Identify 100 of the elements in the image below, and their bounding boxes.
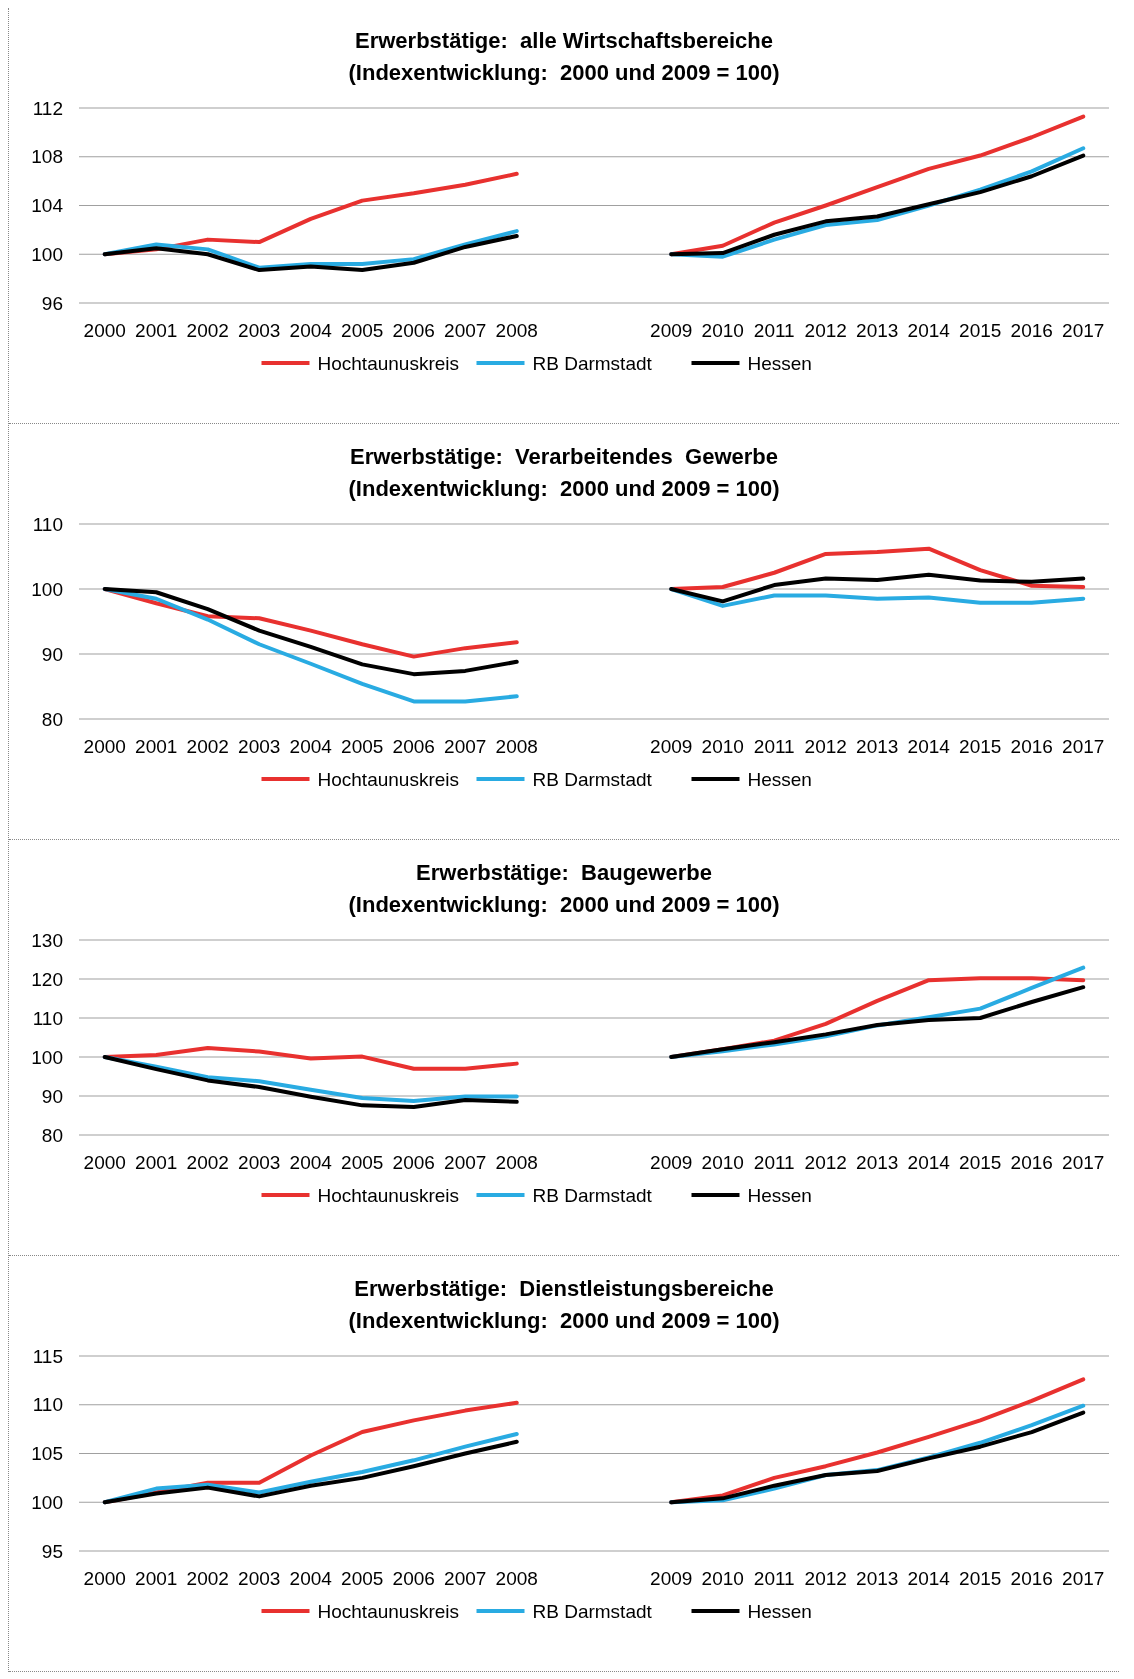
chart-subtitle: (Indexentwicklung: 2000 und 2009 = 100) (348, 892, 780, 917)
x-tick-label: 2016 (1010, 1568, 1053, 1589)
x-tick-label: 2005 (341, 320, 384, 341)
chart-subtitle: (Indexentwicklung: 2000 und 2009 = 100) (348, 476, 780, 501)
x-tick-label: 2010 (701, 1568, 744, 1589)
chart-title: Erwerbstätige: Dienstleistungsbereiche (354, 1276, 774, 1301)
chart-title: Erwerbstätige: Baugewerbe (416, 860, 712, 885)
x-tick-label: 2005 (341, 736, 384, 757)
x-tick-label: 2006 (392, 1568, 435, 1589)
x-tick-label: 2012 (804, 1568, 847, 1589)
x-tick-label: 2006 (392, 1152, 435, 1173)
x-tick-label: 2013 (856, 736, 899, 757)
x-tick-label: 2010 (701, 736, 744, 757)
y-tick-label: 104 (31, 195, 64, 217)
x-tick-label: 2001 (135, 1568, 178, 1589)
y-tick-label: 90 (41, 1085, 63, 1107)
chart-title: Erwerbstätige: alle Wirtschaftsbereiche (355, 28, 773, 53)
y-tick-label: 108 (31, 146, 63, 168)
y-tick-label: 105 (31, 1443, 63, 1465)
x-tick-label: 2011 (753, 1152, 795, 1173)
x-tick-label: 2015 (959, 1152, 1002, 1173)
x-tick-label: 2012 (804, 320, 847, 341)
x-tick-label: 2008 (495, 736, 538, 757)
x-tick-label: 2008 (495, 1568, 538, 1589)
x-tick-label: 2010 (701, 1152, 744, 1173)
chart-subtitle: (Indexentwicklung: 2000 und 2009 = 100) (348, 60, 780, 85)
y-tick-label: 80 (41, 1124, 63, 1146)
legend-label: RB Darmstadt (532, 1600, 653, 1622)
x-tick-label: 2014 (907, 736, 951, 757)
x-tick-label: 2006 (392, 736, 435, 757)
x-tick-label: 2017 (1062, 736, 1105, 757)
y-tick-label: 120 (31, 968, 63, 990)
x-tick-label: 2017 (1062, 320, 1105, 341)
x-tick-label: 2008 (495, 320, 538, 341)
x-tick-label: 2004 (289, 1568, 333, 1589)
x-tick-label: 2007 (444, 736, 487, 757)
x-tick-label: 2005 (341, 1152, 384, 1173)
x-tick-label: 2011 (753, 320, 795, 341)
legend-label: Hessen (747, 352, 812, 374)
x-tick-label: 2003 (238, 1152, 281, 1173)
x-tick-label: 2003 (238, 1568, 281, 1589)
y-tick-label: 90 (41, 643, 63, 665)
y-tick-label: 100 (31, 578, 63, 600)
x-tick-label: 2012 (804, 736, 847, 757)
x-tick-label: 2011 (753, 1568, 795, 1589)
x-tick-label: 2000 (83, 320, 126, 341)
x-tick-label: 2009 (650, 1152, 693, 1173)
x-tick-label: 2009 (650, 320, 693, 341)
legend-label: Hessen (747, 1184, 812, 1206)
x-tick-label: 2016 (1010, 320, 1053, 341)
x-tick-label: 2006 (392, 320, 435, 341)
y-tick-label: 110 (32, 1007, 63, 1029)
legend-label: Hessen (747, 1600, 812, 1622)
x-tick-label: 2004 (289, 736, 333, 757)
x-tick-label: 2010 (701, 320, 744, 341)
y-tick-label: 110 (32, 513, 63, 535)
x-tick-label: 2016 (1010, 736, 1053, 757)
x-tick-label: 2002 (186, 1152, 229, 1173)
x-tick-label: 2003 (238, 320, 281, 341)
x-tick-label: 2015 (959, 1568, 1002, 1589)
y-tick-label: 115 (32, 1345, 63, 1367)
x-tick-label: 2005 (341, 1568, 384, 1589)
x-tick-label: 2000 (83, 1152, 126, 1173)
x-tick-label: 2015 (959, 736, 1002, 757)
x-tick-label: 2009 (650, 736, 693, 757)
x-tick-label: 2013 (856, 1152, 899, 1173)
x-tick-label: 2014 (907, 320, 951, 341)
x-tick-label: 2008 (495, 1152, 538, 1173)
legend-label: RB Darmstadt (532, 1184, 653, 1206)
x-tick-label: 2007 (444, 320, 487, 341)
x-tick-label: 2001 (135, 1152, 178, 1173)
x-tick-label: 2007 (444, 1152, 487, 1173)
x-tick-label: 2001 (135, 736, 178, 757)
y-tick-label: 96 (41, 292, 63, 314)
y-tick-label: 100 (31, 243, 63, 265)
x-tick-label: 2009 (650, 1568, 693, 1589)
x-tick-label: 2017 (1062, 1152, 1105, 1173)
x-tick-label: 2016 (1010, 1152, 1053, 1173)
y-tick-label: 130 (31, 929, 63, 951)
x-tick-label: 2000 (83, 1568, 126, 1589)
x-tick-label: 2000 (83, 736, 126, 757)
x-tick-label: 2002 (186, 320, 229, 341)
legend-label: Hochtaunuskreis (317, 1184, 460, 1206)
legend-label: Hochtaunuskreis (317, 1600, 460, 1622)
y-tick-label: 80 (41, 708, 63, 730)
x-tick-label: 2002 (186, 1568, 229, 1589)
x-tick-label: 2004 (289, 1152, 333, 1173)
legend-label: RB Darmstadt (532, 768, 653, 790)
legend-label: Hessen (747, 768, 812, 790)
chart-title: Erwerbstätige: Verarbeitendes Gewerbe (350, 444, 778, 469)
y-tick-label: 95 (41, 1540, 63, 1562)
x-tick-label: 2015 (959, 320, 1002, 341)
x-tick-label: 2002 (186, 736, 229, 757)
y-tick-label: 110 (32, 1394, 63, 1416)
x-tick-label: 2013 (856, 1568, 899, 1589)
legend-label: RB Darmstadt (532, 352, 653, 374)
legend-label: Hochtaunuskreis (317, 352, 460, 374)
y-tick-label: 100 (31, 1491, 63, 1513)
x-tick-label: 2014 (907, 1568, 951, 1589)
y-tick-label: 100 (31, 1046, 63, 1068)
